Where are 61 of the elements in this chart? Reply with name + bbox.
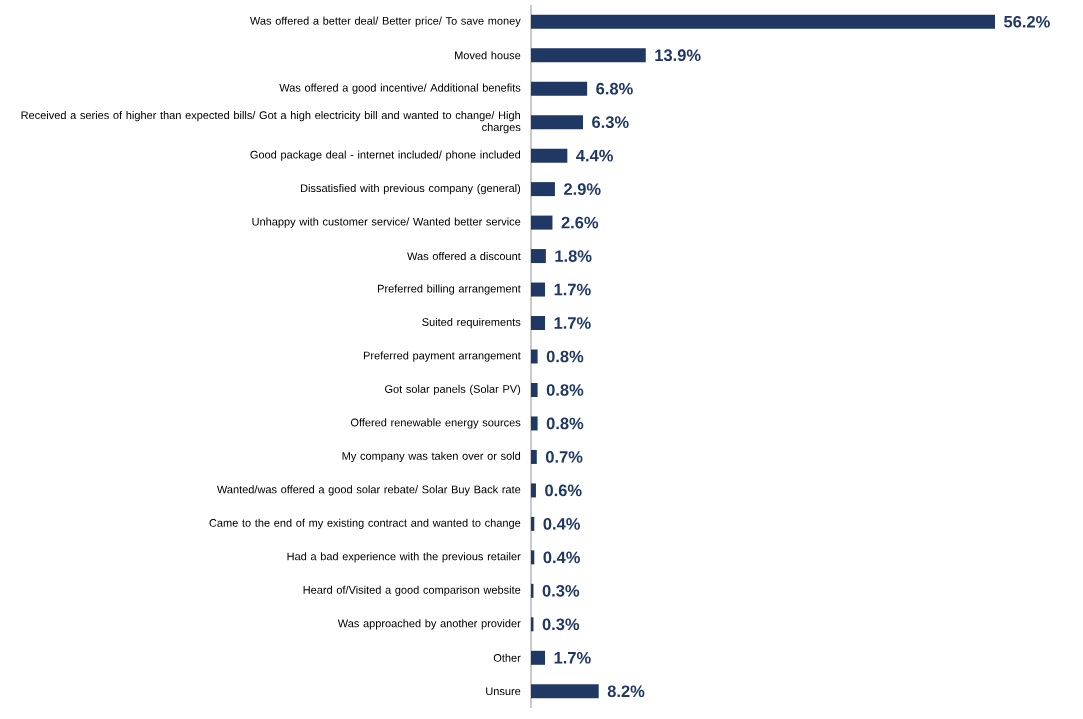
bar (531, 684, 599, 699)
bar (531, 148, 568, 163)
y-tick-label: Received a series of higher than expected bills/ Got a high electricity bill and wanted to change/ High charges (21, 111, 521, 134)
data-label: 0.8% (546, 384, 584, 396)
data-label: 0.8% (546, 350, 584, 363)
y-tick-label: Was offered a better deal/ Better price/ To save money (249, 16, 521, 27)
y-tick-label: Moved house (455, 51, 521, 60)
y-tick-label: Was offered a good incentive/ Additional benefits (279, 83, 521, 94)
y-tick-label: Suited requirements (422, 317, 521, 329)
data-label: 0.3% (542, 584, 580, 597)
data-label: 6.3% (592, 116, 629, 129)
data-label: 0.4% (543, 518, 580, 530)
data-label: 8.2% (607, 685, 645, 698)
y-tick-label: Got solar panels (Solar PV) (385, 384, 521, 396)
y-tick-label: Was offered a discount (407, 252, 521, 261)
y-tick-label: Preferred payment arrangement (363, 351, 521, 362)
bar (531, 516, 535, 531)
bar (531, 48, 646, 63)
bar (531, 282, 546, 297)
data-label: 0.7% (545, 451, 583, 463)
data-label: 4.4% (576, 149, 614, 162)
data-label: 1.8% (555, 250, 592, 262)
bar (531, 81, 588, 96)
data-label: 1.7% (554, 283, 591, 296)
y-tick-label: Dissatisfied with previous company (general) (301, 184, 521, 195)
y-tick-label: Had a bad experience with the previous retailer (287, 552, 521, 563)
bar (531, 14, 996, 29)
bar (531, 650, 546, 665)
data-label: 0.4% (543, 551, 580, 564)
y-tick-label: Good package deal - internet included/ phone included (250, 150, 521, 161)
bar (531, 550, 535, 565)
bar (531, 382, 538, 397)
y-tick-label: Was approached by another provider (337, 619, 521, 630)
data-label: 2.9% (564, 183, 601, 195)
bar (531, 449, 537, 464)
bar (531, 215, 553, 230)
y-tick-label: My company was taken over or sold (342, 451, 521, 463)
bar (531, 483, 536, 498)
data-label: 2.6% (561, 216, 599, 229)
data-label: 0.3% (542, 618, 580, 631)
y-tick-label: Heard of/Visited a good comparison website (303, 585, 521, 596)
y-tick-label: Offered renewable energy sources (350, 418, 521, 429)
y-tick-label: Unsure (486, 687, 521, 696)
y-tick-label: Other (493, 653, 521, 662)
bar (531, 182, 555, 197)
bar (531, 349, 538, 364)
y-tick-label: Preferred billing arrangement (378, 284, 521, 295)
y-tick-label: Wanted/was offered a good solar rebate/ Solar Buy Back rate (216, 485, 521, 496)
y-tick-label: Came to the end of my existing contract and wanted to change (209, 518, 521, 530)
data-label: 6.8% (596, 82, 633, 95)
data-label: 56.2% (1004, 15, 1050, 28)
bar (531, 115, 584, 130)
bar (531, 316, 546, 331)
data-label: 1.7% (554, 317, 591, 329)
bar (531, 249, 546, 264)
data-label: 0.6% (545, 484, 582, 497)
bar (531, 416, 538, 431)
y-tick-label: Unhappy with customer service/ Wanted better service (252, 217, 521, 228)
data-label: 13.9% (655, 49, 701, 62)
data-label: 1.7% (554, 651, 591, 664)
data-label: 0.8% (546, 417, 584, 430)
